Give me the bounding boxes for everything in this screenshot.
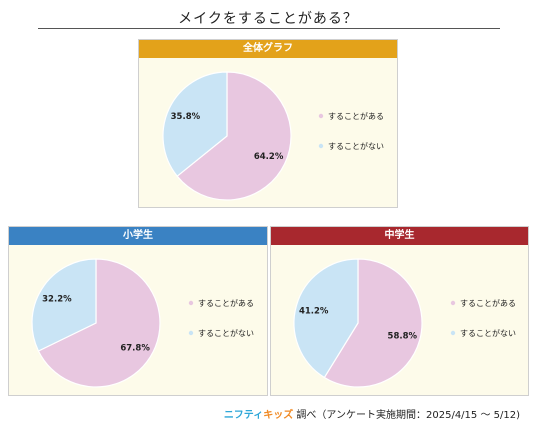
legend-marker-no-elementary — [188, 330, 194, 336]
pie-slice-yes-elementary — [37, 258, 161, 388]
legend-marker-yes-elementary — [188, 300, 194, 306]
legend-marker-no-junior-high — [450, 330, 456, 336]
legend-label-no-junior-high: することがない — [460, 328, 516, 338]
panel-header-junior-high: 中学生 — [271, 227, 528, 245]
pie-label-yes-junior-high: 58.8% — [388, 332, 418, 342]
pie-slice-no-elementary — [31, 258, 97, 352]
panel-overall: 全体グラフ 64.2% 35.8% することがある することがない — [138, 39, 398, 208]
pie-label-no-overall: 35.8% — [171, 112, 201, 122]
pie-label-no-elementary: 32.2% — [42, 295, 72, 305]
panel-header-elementary: 小学生 — [9, 227, 267, 245]
legend-marker-no-overall — [318, 143, 324, 149]
title-underline — [38, 28, 500, 29]
pie-slice-no-overall — [162, 71, 228, 178]
footer-credit: ニフティキッズ 調べ（アンケート実施期間：2025/4/15 ～ 5/12) — [224, 406, 520, 421]
chart-title: メイクをすることがある？ — [178, 11, 358, 27]
legend-marker-yes-overall — [318, 113, 324, 119]
legend-label-no-overall: することがない — [328, 141, 384, 151]
panel-junior-high: 中学生 58.8% 41.2% することがある することがない — [270, 226, 529, 396]
legend-label-no-elementary: することがない — [198, 328, 254, 338]
survey-period-text: 調べ（アンケート実施期間：2025/4/15 ～ 5/12) — [296, 410, 520, 421]
logo-kids: キッズ — [263, 410, 294, 421]
pie-label-yes-overall: 64.2% — [254, 152, 284, 162]
legend-label-yes-elementary: することがある — [198, 298, 254, 308]
pie-label-yes-elementary: 67.8% — [120, 343, 150, 353]
legend-label-yes-junior-high: することがある — [460, 298, 516, 308]
pie-label-no-junior-high: 41.2% — [299, 306, 329, 316]
pie-slice-yes-junior-high — [323, 258, 423, 388]
pie-slice-yes-overall — [176, 71, 292, 201]
legend-marker-yes-junior-high — [450, 300, 456, 306]
panel-header-overall: 全体グラフ — [139, 40, 397, 58]
legend-label-yes-overall: することがある — [328, 111, 384, 121]
pie-slice-no-junior-high — [293, 258, 359, 379]
logo-nifty: ニフティ — [223, 410, 264, 421]
panel-elementary: 小学生 67.8% 32.2% することがある することがない — [8, 226, 268, 396]
